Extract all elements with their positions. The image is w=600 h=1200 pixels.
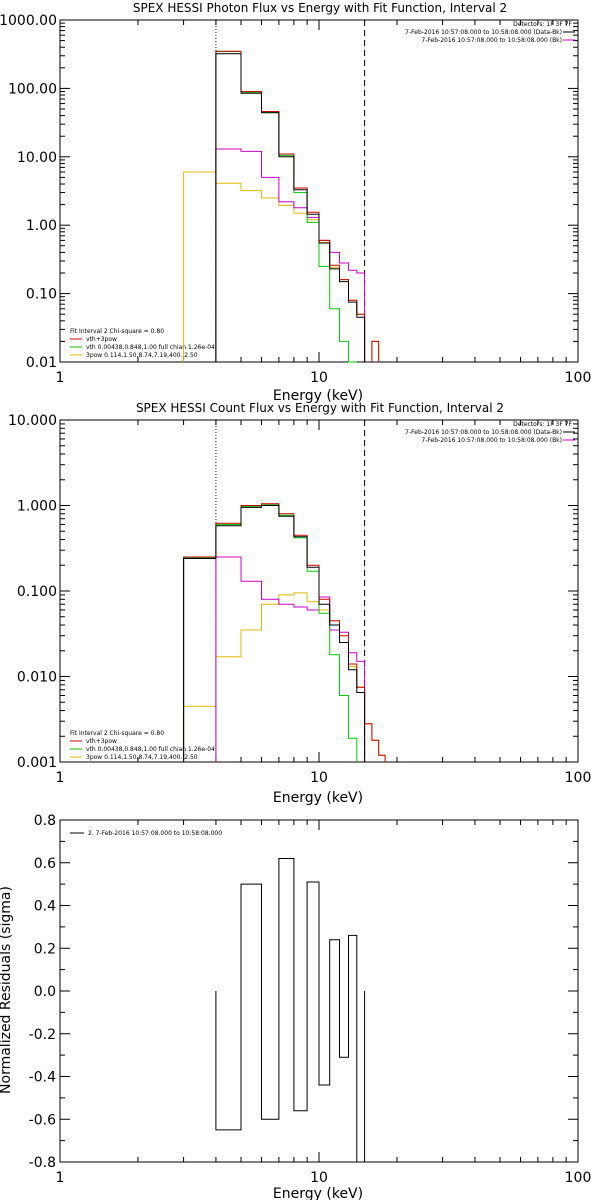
series-thermal <box>215 51 357 363</box>
photon-flux-title: SPEX HESSI Photon Flux vs Energy with Fi… <box>133 1 507 15</box>
x-tick-label: 1 <box>56 770 65 786</box>
y-tick-label: -0.2 <box>29 1027 56 1043</box>
photon-flux-panel: SPEX HESSI Photon Flux vs Energy with Fi… <box>0 1 591 404</box>
series-background <box>215 148 366 362</box>
series-powerlaw <box>183 171 380 362</box>
plot-frame <box>59 19 579 363</box>
x-tick-label: 10 <box>310 770 328 786</box>
y-tick-label: 1.000 <box>17 499 57 515</box>
count-legend-detectors: Detectors: 1F 3F 7F <box>513 421 572 428</box>
photon-flux-xlabel: Energy (keV) <box>273 388 363 404</box>
x-tick-label: 10 <box>310 370 328 386</box>
x-tick-label: 1 <box>56 1170 65 1186</box>
photon-legend-3pow: 3pow 0.114,1.50,8.74,7.19,400.,2.50 <box>86 352 198 359</box>
x-tick-label: 1 <box>56 370 65 386</box>
residuals-xlabel: Energy (keV) <box>273 1186 363 1200</box>
y-tick-label: 1.00 <box>26 218 57 234</box>
photon-legend-bk: 7-Feb-2016 10:57:08.000 to 10:58:08.000 … <box>421 37 562 44</box>
photon-legend-vth: vth 0.00438,0.848,1.00 full chian 1.26e-… <box>86 344 215 351</box>
x-tick-label: 100 <box>565 370 592 386</box>
photon-legend-vth-3pow: vth+3pow <box>86 336 117 343</box>
count-legend-fit-interval: Fit Interval 2 Chi-square = 0.80 <box>70 730 164 737</box>
y-tick-label: 0.10 <box>26 287 57 303</box>
series-total <box>183 503 386 762</box>
count-flux-legend-top-right: Detectors: 1F 3F 7F 7-Feb-2016 10:57:08.… <box>405 421 572 444</box>
y-tick-label: -0.6 <box>29 1112 56 1128</box>
photon-legend-data-bk: 7-Feb-2016 10:57:08.000 to 10:58:08.000 … <box>405 29 562 36</box>
count-flux-legend-bottom-left: Fit Interval 2 Chi-square = 0.80 vth+3po… <box>70 730 215 761</box>
series-total <box>215 50 380 362</box>
y-tick-label: 1000.00 <box>0 13 57 29</box>
x-tick-label: 100 <box>565 1170 592 1186</box>
series-background <box>215 556 366 762</box>
y-tick-label: 0.100 <box>17 584 57 600</box>
residuals-ylabel: Normalized Residuals (sigma) <box>0 886 14 1094</box>
count-flux-xlabel: Energy (keV) <box>273 790 363 806</box>
count-legend-data-bk: 7-Feb-2016 10:57:08.000 to 10:58:08.000 … <box>405 429 562 436</box>
count-legend-vth: vth 0.00438,0.848,1.00 full chian 1.26e-… <box>86 746 215 753</box>
photon-legend-detectors: Detectors: 1F 3F 7F <box>513 21 572 28</box>
y-tick-label: -0.4 <box>29 1070 56 1086</box>
y-tick-label: -0.8 <box>29 1155 56 1171</box>
photon-flux-legend-bottom-left: Fit Interval 2 Chi-square = 0.80 vth+3po… <box>70 328 215 359</box>
count-legend-vth-3pow: vth+3pow <box>86 738 117 745</box>
y-tick-label: 0.01 <box>26 355 57 371</box>
y-tick-label: 0.2 <box>34 941 56 957</box>
series-data <box>215 53 366 362</box>
y-tick-label: 0.001 <box>17 755 57 771</box>
residuals-legend-entry: 2. 7-Feb-2016 10:57:08.000 to 10:58:08.0… <box>88 830 222 837</box>
y-tick-label: 100.00 <box>8 81 57 97</box>
x-tick-label: 100 <box>565 770 592 786</box>
residuals-panel: Energy (keV) Normalized Residuals (sigma… <box>0 813 591 1200</box>
photon-legend-fit-interval: Fit Interval 2 Chi-square = 0.80 <box>70 328 164 335</box>
y-tick-label: 0.6 <box>34 856 56 872</box>
count-legend-3pow: 3pow 0.114,1.50,8.74,7.19,400.,2.50 <box>86 754 198 761</box>
series-powerlaw <box>183 592 386 762</box>
series-residuals <box>215 858 366 1163</box>
y-tick-label: 0.010 <box>17 670 57 686</box>
series-thermal <box>183 504 358 762</box>
count-flux-panel: SPEX HESSI Count Flux vs Energy with Fit… <box>8 401 591 806</box>
y-tick-label: 10.00 <box>17 150 57 166</box>
y-tick-label: 0.4 <box>34 899 56 915</box>
photon-flux-legend-top-right: Detectors: 1F 3F 7F 7-Feb-2016 10:57:08.… <box>405 21 572 44</box>
series-data <box>183 505 366 762</box>
count-legend-bk: 7-Feb-2016 10:57:08.000 to 10:58:08.000 … <box>421 437 562 444</box>
y-tick-label: 0.0 <box>34 984 56 1000</box>
count-flux-title: SPEX HESSI Count Flux vs Energy with Fit… <box>136 401 504 415</box>
x-tick-label: 10 <box>310 1170 328 1186</box>
y-tick-label: 10.000 <box>8 413 57 429</box>
y-tick-label: 0.8 <box>34 813 56 829</box>
